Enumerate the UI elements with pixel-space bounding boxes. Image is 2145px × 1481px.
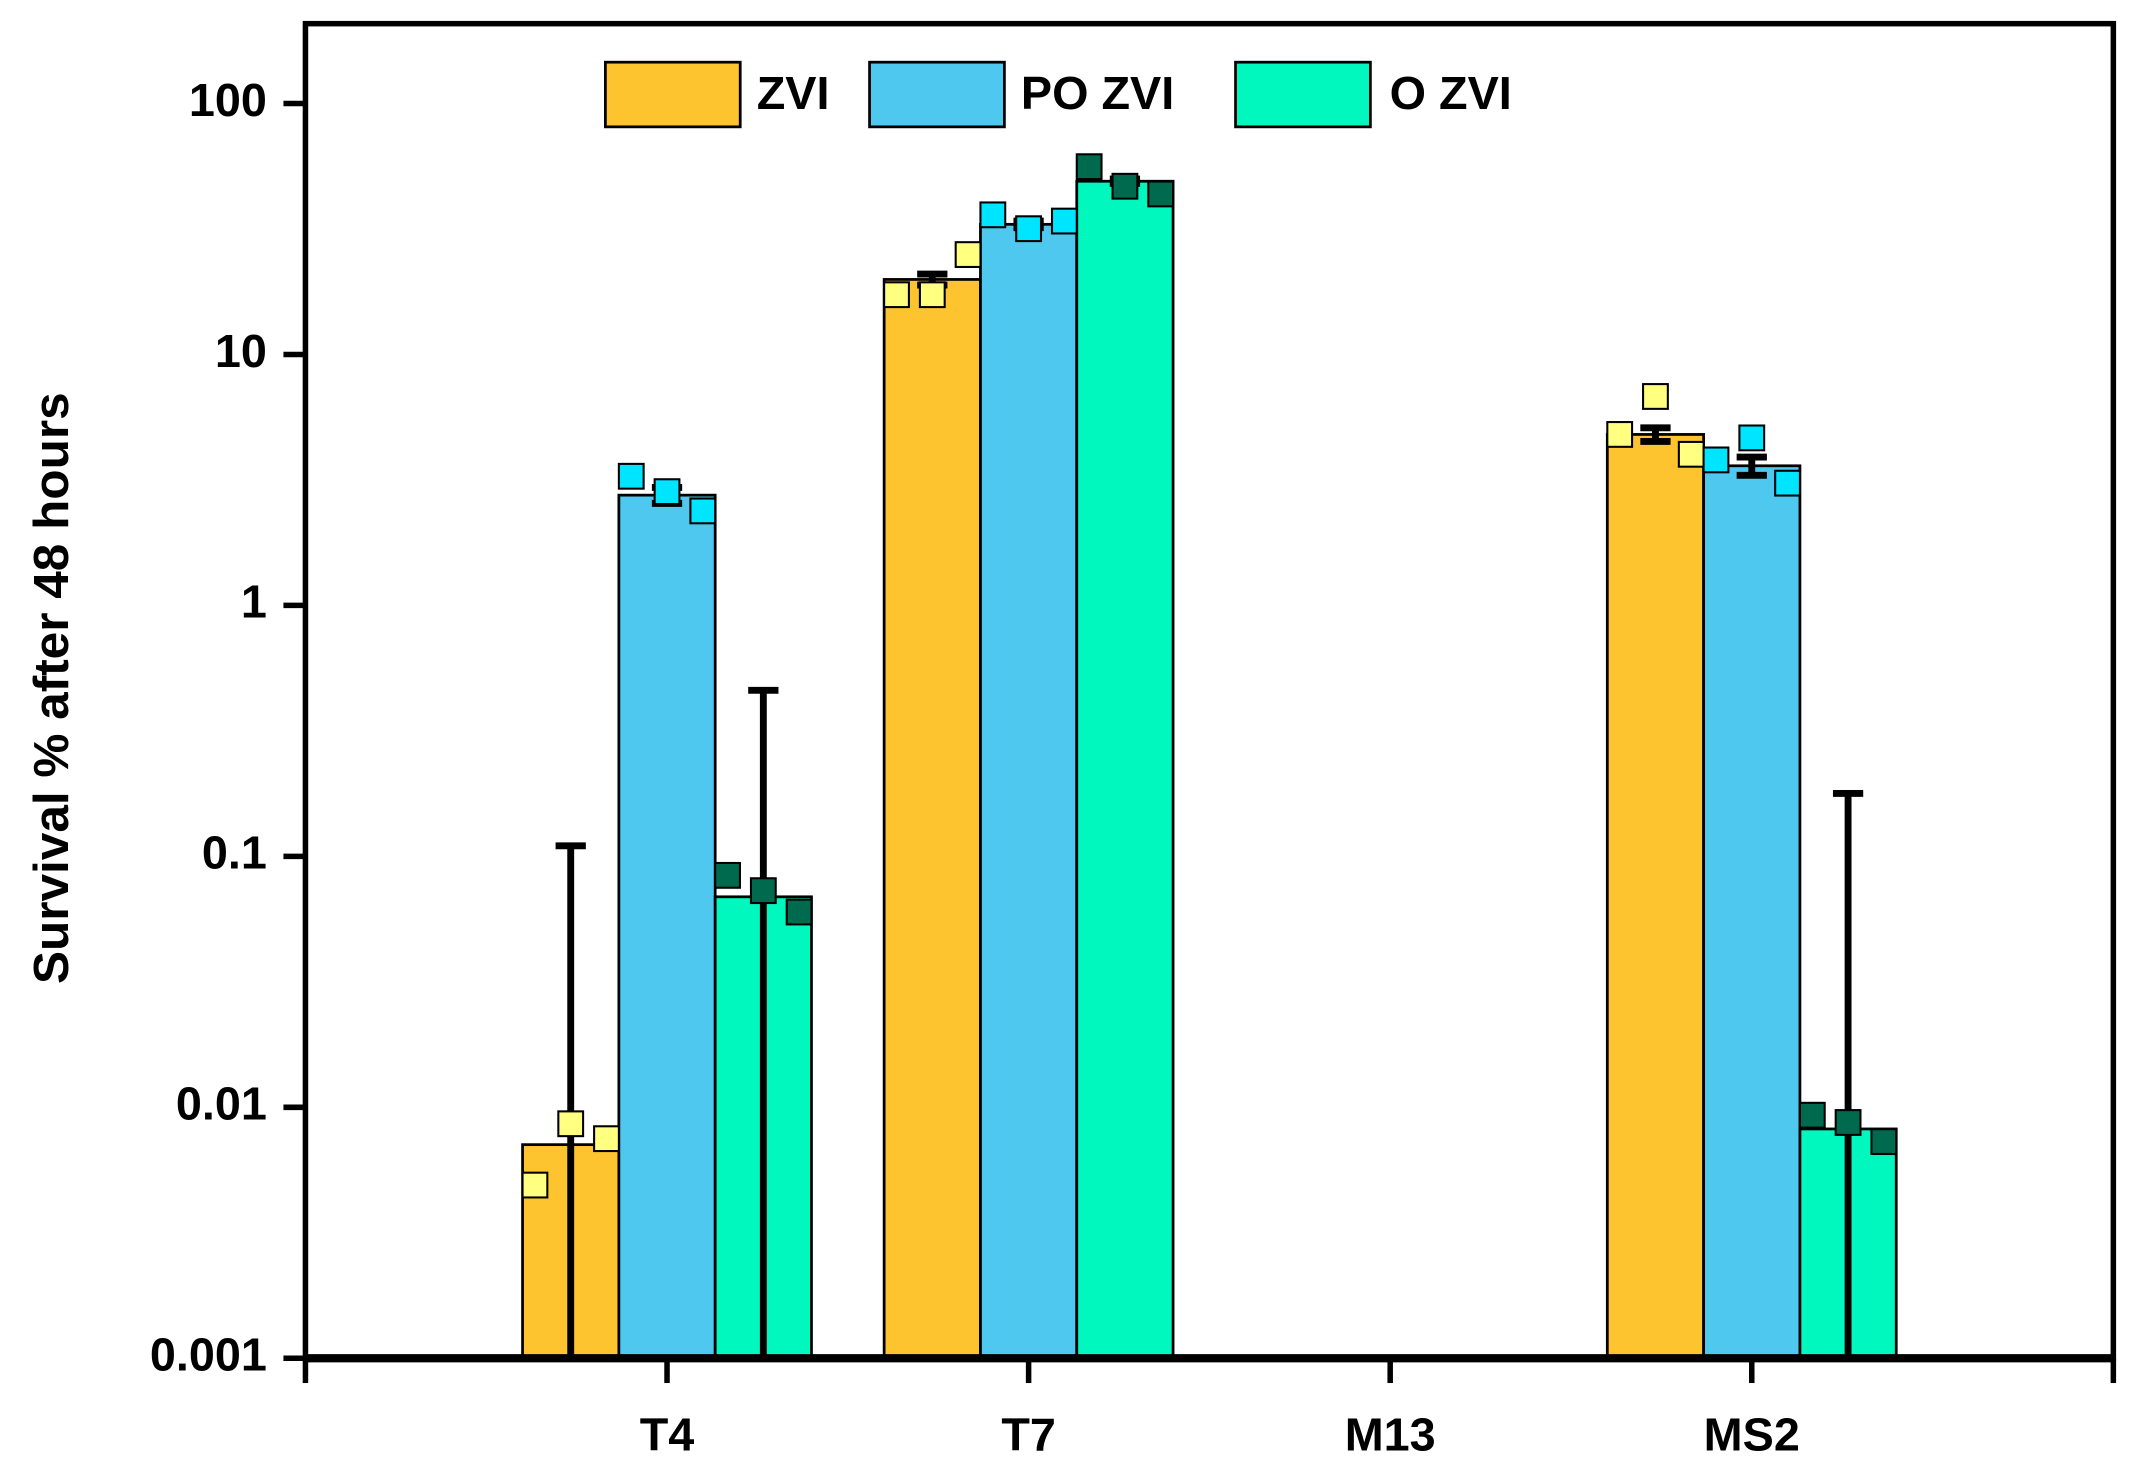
bar: [979, 222, 1079, 1360]
error-bar: [1832, 789, 1864, 1359]
y-tick-label: 1: [241, 576, 267, 628]
data-point: [689, 497, 717, 525]
legend-swatch: [604, 60, 742, 129]
data-point: [653, 478, 681, 506]
data-point: [521, 1171, 549, 1199]
data-point: [1642, 383, 1669, 410]
data-point: [954, 241, 982, 268]
x-tick-label: T7: [1001, 1408, 1056, 1460]
data-point: [1677, 440, 1705, 468]
bar: [617, 493, 717, 1360]
data-point: [593, 1125, 620, 1153]
data-point: [918, 281, 946, 309]
x-tick-label: T4: [640, 1408, 695, 1460]
bar: [882, 278, 982, 1360]
y-axis-label: Survival % after 48 hours: [24, 392, 79, 984]
y-tick-label: 100: [189, 74, 267, 126]
data-point: [617, 462, 645, 490]
x-tick-label: MS2: [1704, 1408, 1800, 1460]
data-point: [1111, 172, 1139, 200]
bar: [1702, 464, 1802, 1360]
data-point: [979, 201, 1007, 229]
error-bar: [555, 842, 586, 1359]
legend-swatch: [868, 60, 1006, 129]
legend-label: O ZVI: [1390, 67, 1512, 119]
y-tick-label: 0.001: [150, 1329, 267, 1381]
data-point: [1606, 421, 1634, 448]
legend-label: PO ZVI: [1021, 67, 1174, 119]
y-tick-label: 0.01: [176, 1078, 267, 1130]
data-point: [749, 877, 777, 905]
bar: [1605, 433, 1705, 1360]
error-bar: [1640, 424, 1671, 445]
data-point: [557, 1110, 585, 1138]
data-point: [1702, 446, 1730, 474]
x-tick-label: M13: [1345, 1408, 1436, 1460]
data-point: [883, 281, 910, 309]
data-point: [714, 861, 741, 889]
data-point: [1738, 424, 1766, 452]
y-tick-label: 10: [215, 325, 267, 377]
y-tick-label: 0.1: [202, 827, 267, 879]
data-point: [1147, 180, 1175, 208]
data-point: [1774, 469, 1801, 497]
data-point: [1834, 1109, 1862, 1136]
data-point: [1798, 1101, 1826, 1129]
legend-label: ZVI: [757, 67, 830, 119]
data-point: [1050, 207, 1078, 235]
data-point: [1015, 215, 1043, 243]
error-bar: [1736, 453, 1767, 479]
data-point: [1075, 153, 1103, 181]
data-point: [785, 898, 813, 926]
bar: [1075, 179, 1175, 1360]
error-bar: [748, 686, 779, 1359]
legend-swatch: [1234, 60, 1372, 129]
data-point: [1870, 1128, 1898, 1156]
